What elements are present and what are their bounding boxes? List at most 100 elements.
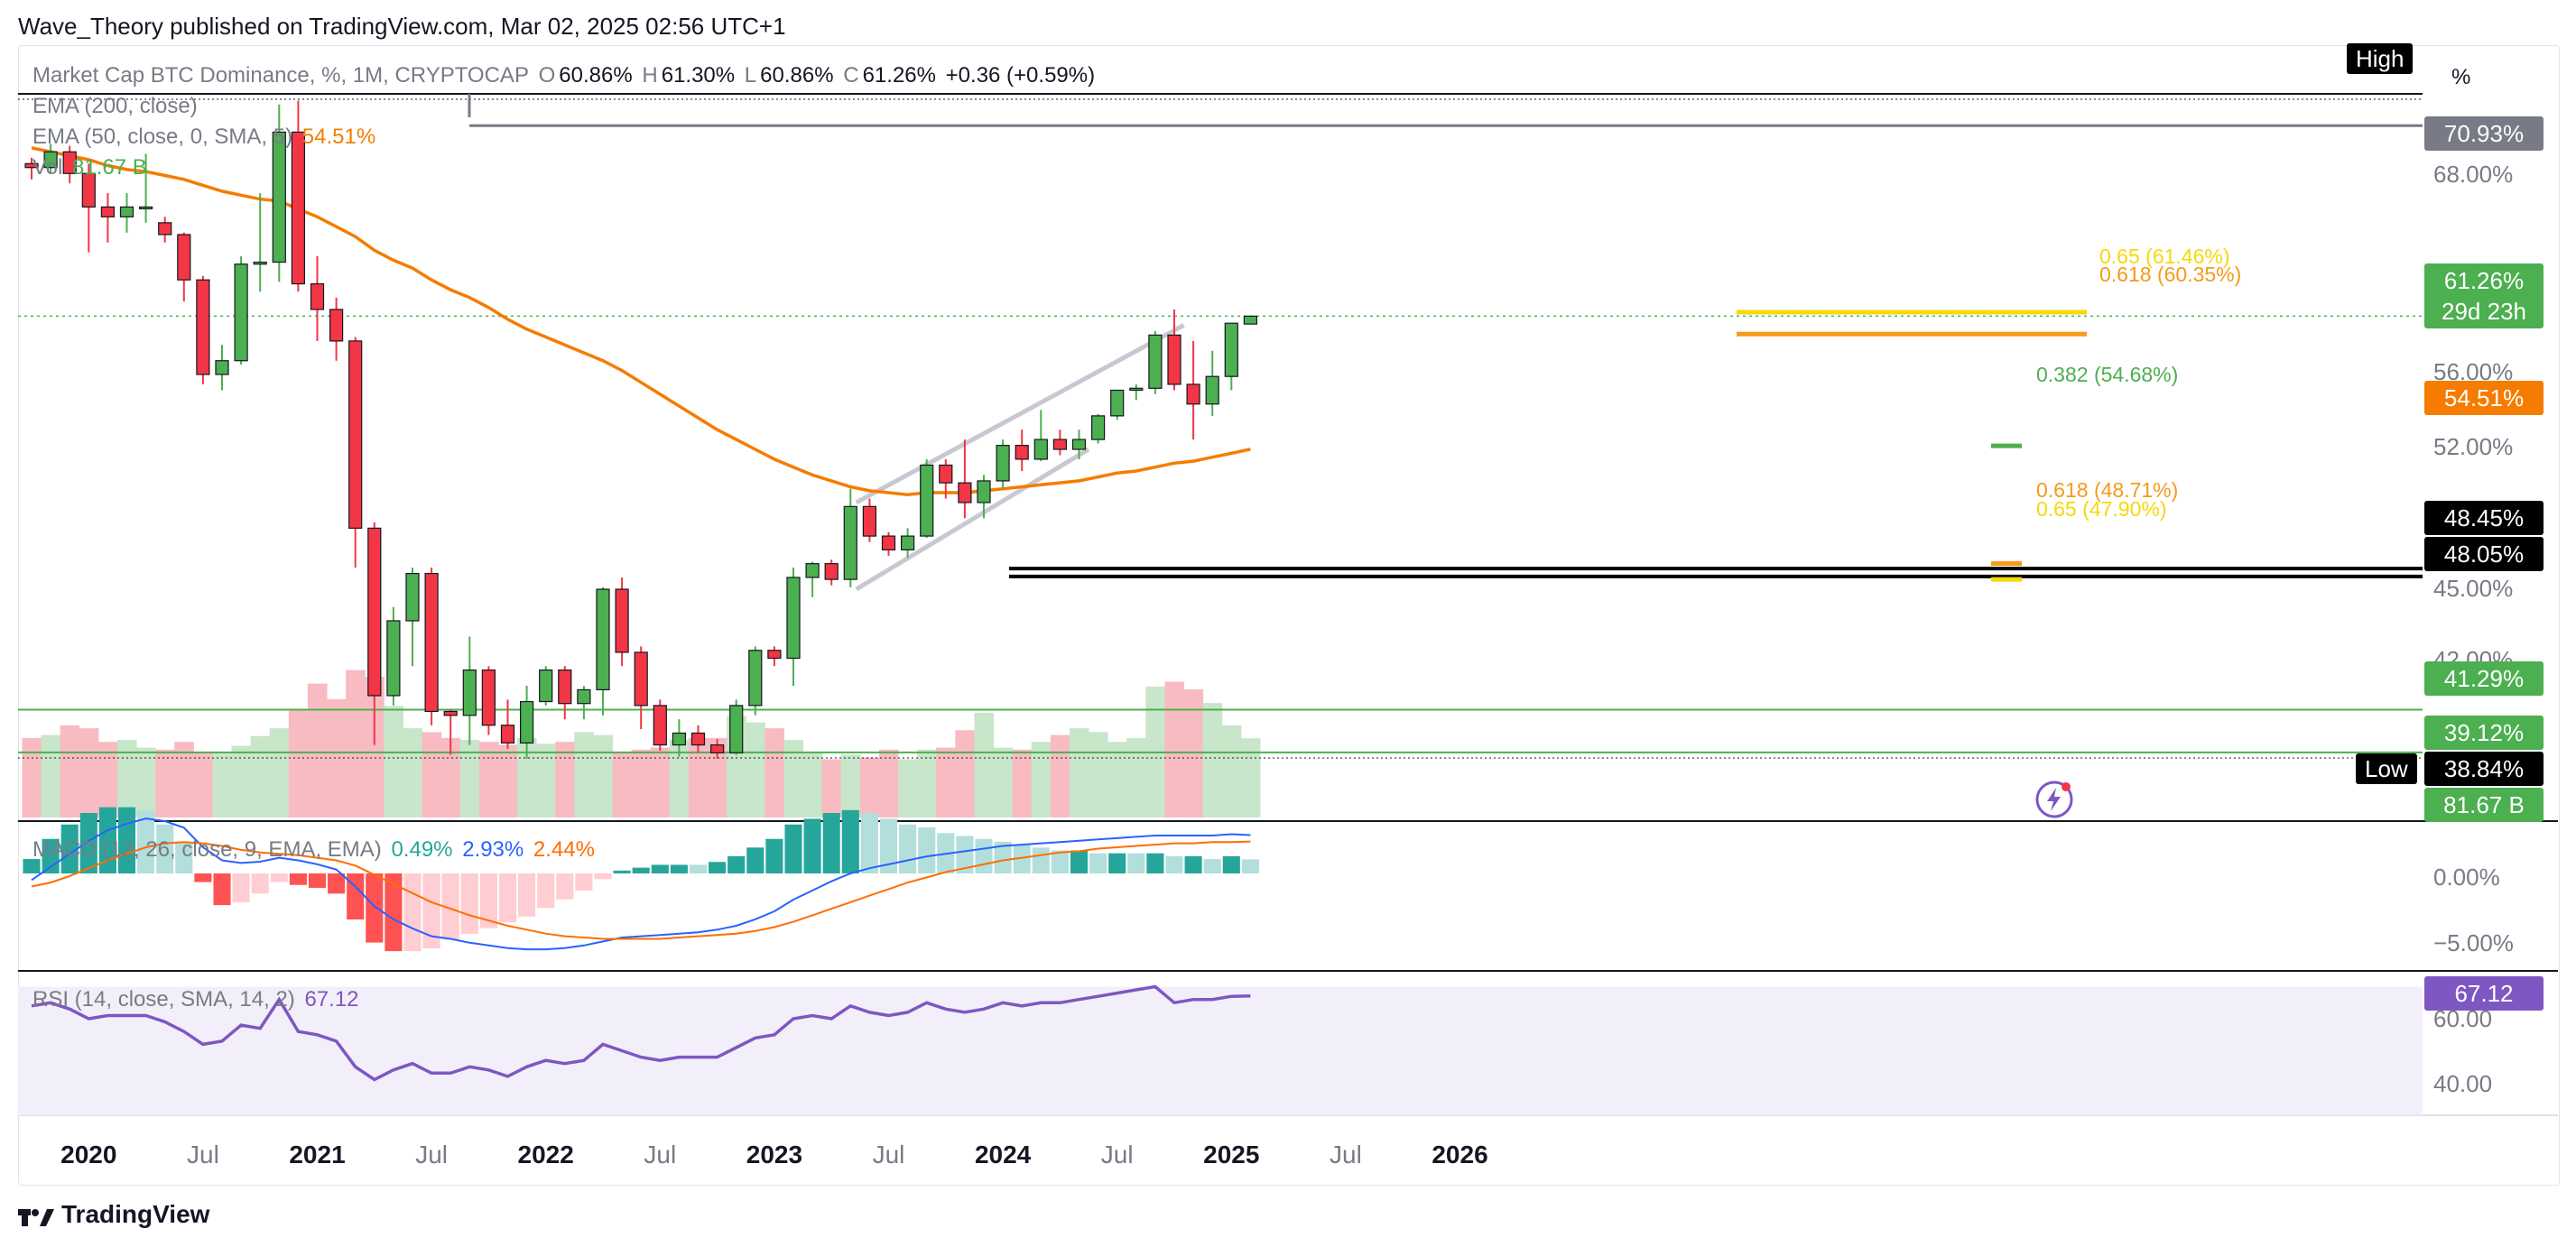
candle-body (729, 705, 744, 753)
candle-body (519, 700, 534, 744)
macd-histogram-bar (117, 807, 136, 873)
legend-rsi-value: 67.12 (304, 987, 359, 1011)
macd-histogram-bar (709, 862, 727, 873)
legend-open: 60.86% (559, 63, 633, 88)
volume-bar (384, 706, 403, 817)
macd-histogram-bar (651, 864, 669, 873)
candle-body (424, 572, 439, 713)
volume-bar (60, 725, 80, 817)
macd-histogram-bar (1165, 855, 1183, 873)
macd-histogram-bar (403, 873, 422, 952)
bar-countdown: 29d 23h (2442, 298, 2526, 325)
macd-axis-minus5: −5.00% (2433, 929, 2514, 956)
legend-macd-label: MACD (12, 26, close, 9, EMA, EMA) (32, 837, 382, 862)
macd-histogram-bar (518, 873, 536, 917)
candle-body (291, 131, 305, 285)
legend-volume: Vol 81.67 B (32, 155, 151, 180)
volume-bar (993, 747, 1014, 817)
tradingview-logo[interactable]: TradingView (18, 1200, 209, 1229)
chart-frame[interactable] (18, 45, 2560, 1186)
macd-histogram-bar (60, 824, 79, 873)
time-axis-label: 2020 (60, 1141, 117, 1168)
candle-body (920, 464, 934, 537)
macd-histogram-bar (498, 873, 517, 923)
rsi-tag: 67.12 (2424, 976, 2544, 1011)
candle-body (690, 732, 706, 746)
macd-histogram-bar (328, 873, 346, 894)
time-axis-label: Jul (644, 1141, 677, 1168)
volume-bar (821, 759, 842, 817)
volume-bar (155, 749, 175, 817)
volume-bar (459, 740, 480, 817)
axis-label-52: 52.00% (2433, 433, 2514, 460)
volume-bar (478, 742, 499, 817)
volume-bar (193, 751, 213, 817)
time-axis-label: 2024 (974, 1141, 1032, 1168)
volume-bar (403, 728, 423, 817)
time-axis-label: 2025 (1203, 1141, 1260, 1168)
macd-histogram-bar (1070, 850, 1089, 873)
macd-histogram-bar (213, 873, 231, 906)
candle-body (100, 206, 116, 217)
macd-histogram-bar (613, 870, 631, 873)
volume-bar (422, 732, 442, 817)
time-axis-label: Jul (872, 1141, 905, 1168)
horizontal-levels (18, 93, 2423, 759)
volume-bar (212, 753, 233, 817)
volume-bar (307, 683, 328, 817)
signal-line (31, 840, 1251, 940)
macd-histogram-bar (1127, 853, 1145, 873)
time-axis-label: Jul (186, 1141, 219, 1168)
macd-line (31, 817, 1251, 951)
volume-bar (365, 677, 385, 817)
fib-label-0382: 0.382 (54.68%) (2036, 363, 2179, 386)
candle-body (329, 309, 344, 342)
candle-body (1071, 439, 1087, 450)
brand-name: TradingView (61, 1200, 210, 1228)
candle-body (996, 445, 1010, 482)
legend-symbol: Market Cap BTC Dominance, %, 1M, CRYPTOC… (32, 63, 529, 88)
volume-tag: 81.67 B (2424, 788, 2544, 822)
macd-histogram-bar (727, 855, 746, 873)
volume-bar (440, 737, 461, 817)
volume-bar (231, 745, 252, 817)
support-tag-1: 48.45% (2424, 501, 2544, 535)
candle-body (1224, 322, 1238, 377)
macd-histogram-bar (194, 873, 212, 882)
volume-bar (327, 698, 347, 817)
lightning-alert-icon[interactable] (2034, 780, 2074, 819)
macd-histogram-bar (1051, 850, 1069, 873)
volume-bar (1183, 689, 1204, 817)
candle-body (748, 650, 763, 707)
macd-histogram-bar (784, 824, 802, 873)
candle-body (958, 482, 972, 503)
legend-ema50: EMA (50, close, 0, SMA, 5) 54.51% (32, 125, 379, 150)
macd-histogram-bar (1089, 853, 1107, 873)
macd-histogram-bar (1146, 853, 1164, 873)
candle-body (577, 688, 591, 705)
volume-bar (1126, 737, 1146, 817)
fib-label-065-low: 0.65 (47.90%) (2036, 497, 2167, 521)
macd-histogram-bar (366, 873, 384, 943)
volume-bar (1164, 681, 1185, 817)
volume-bar (898, 759, 918, 817)
macd-histogram-bar (1203, 859, 1221, 873)
macd-histogram-bar (860, 813, 878, 873)
volume-bar (878, 749, 899, 817)
volume-bar (1221, 725, 1242, 817)
volume-bar (1240, 738, 1261, 817)
candle-body (709, 744, 725, 753)
volume-bar (955, 730, 975, 817)
candle-body (596, 588, 610, 691)
legend-vol-label: Vol (32, 155, 63, 180)
candle-body (1148, 334, 1163, 389)
legend-rsi-label: RSI (14, close, SMA, 14, 2) (32, 987, 295, 1011)
macd-histogram-bar (803, 818, 821, 873)
volume-bar (764, 728, 784, 817)
macd-histogram-bar (1032, 847, 1050, 873)
volume-bar (612, 751, 633, 817)
macd-histogram-bar (1108, 853, 1126, 873)
channel-upper (855, 323, 1185, 505)
macd-histogram-bar (594, 873, 612, 880)
